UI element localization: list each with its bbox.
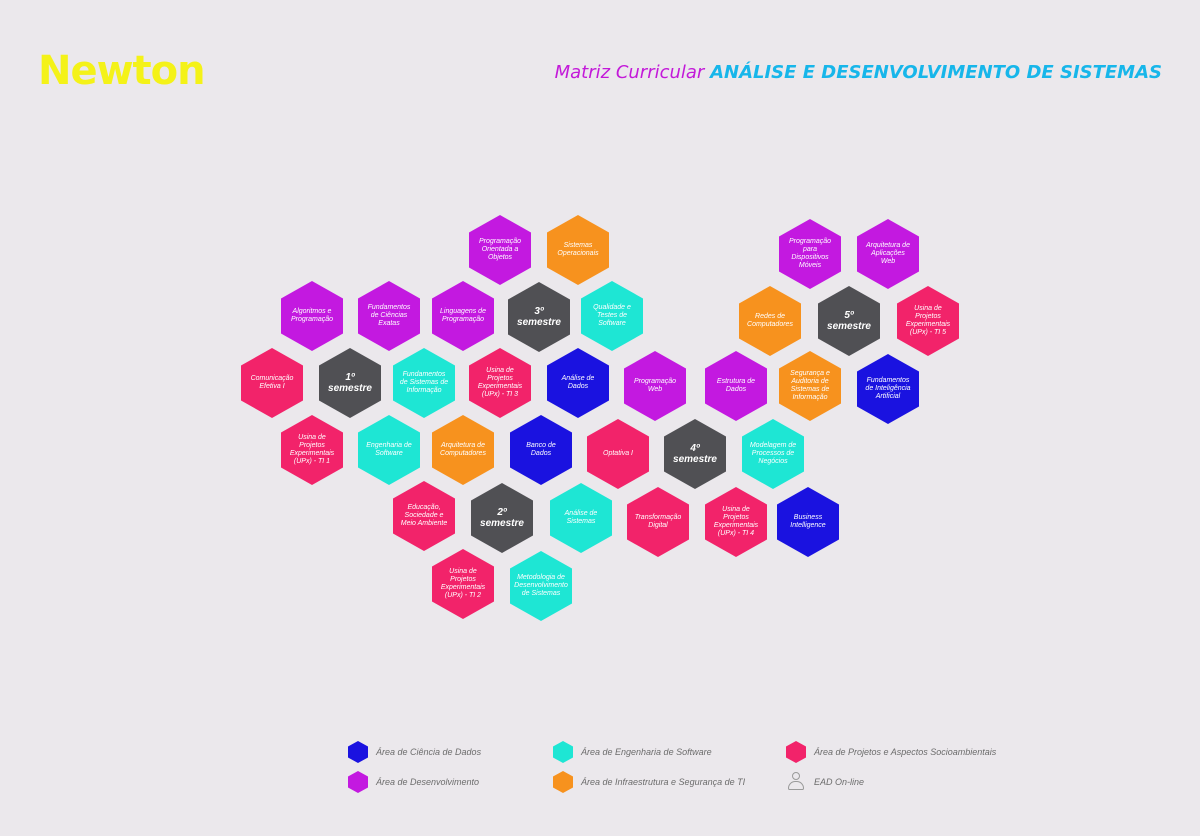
course-hex: Transformação Digital [627,487,689,557]
course-hex: Modelagem de Processos de Negócios [742,419,804,489]
semester-hex: 4º semestre [664,419,726,489]
course-hex: Análise de Sistemas [550,483,612,553]
course-hex: Engenharia de Software [358,415,420,485]
legend-label: Área de Infraestrutura e Segurança de TI [581,777,746,787]
course-hex: Estrutura de Dados [705,351,767,421]
course-hex: Usina de Projetos Experimentais (UPx) - … [432,549,494,619]
course-hex: Linguagens de Programação [432,281,494,351]
course-hex: Análise de Dados [547,348,609,418]
course-hex: Programação Web [624,351,686,421]
semester-hex: 5º semestre [818,286,880,356]
legend-swatch [348,741,368,763]
course-hex: Redes de Computadores [739,286,801,356]
course-hex: Educação, Sociedade e Meio Ambiente [393,481,455,551]
legend-item: Área de Ciência de Dados [348,741,481,763]
course-hex: Optativa I [587,419,649,489]
title-main: ANÁLISE E DESENVOLVIMENTO DE SISTEMAS [710,62,1162,83]
course-hex: Business Intelligence [777,487,839,557]
person-online-icon [786,771,806,793]
semester-hex: 3º semestre [508,282,570,352]
course-hex: Algoritmos e Programação [281,281,343,351]
legend-label: Área de Engenharia de Software [581,747,712,757]
legend-label: Área de Ciência de Dados [376,747,482,757]
course-hex: Fundamentos de Sistemas de Informação [393,348,455,418]
course-hex: Fundamentos de Inteligência Artificial [857,354,919,424]
legend-item: EAD On-line [786,771,864,793]
course-hex: Qualidade e Testes de Software [581,281,643,351]
course-hex: Arquitetura de Aplicações Web [857,219,919,289]
course-hex: Arquitetura de Computadores [432,415,494,485]
course-hex: Metodologia de Desenvolvimento de Sistem… [510,551,572,621]
legend-label: Área de Projetos e Aspectos Socioambient… [814,747,997,757]
legend-label: EAD On-line [814,777,865,787]
course-hex: Usina de Projetos Experimentais (UPx) - … [705,487,767,557]
semester-hex: 1º semestre [319,348,381,418]
legend-item: Área de Infraestrutura e Segurança de TI [553,771,745,793]
course-hex: Sistemas Operacionais [547,215,609,285]
newton-logo: Newton [38,48,206,94]
course-hex: Segurança e Auditoria de Sistemas de Inf… [779,351,841,421]
semester-hex: 2º semestre [471,483,533,553]
course-hex: Banco de Dados [510,415,572,485]
course-hex: Fundamentos de Ciências Exatas [358,281,420,351]
course-hex: Usina de Projetos Experimentais (UPx) - … [469,348,531,418]
course-hex: Comunicação Efetiva I [241,348,303,418]
legend-item: Área de Engenharia de Software [553,741,712,763]
course-hex: Programação Orientada a Objetos [469,215,531,285]
title-prefix: Matriz Curricular [554,62,705,83]
legend-swatch [786,741,806,763]
legend-item: Área de Desenvolvimento [348,771,479,793]
legend-swatch [553,741,573,763]
legend-swatch [348,771,368,793]
course-hex: Usina de Projetos Experimentais (UPx) - … [897,286,959,356]
page-title: Matriz Curricular ANÁLISE E DESENVOLVIME… [555,62,1162,83]
legend-swatch [553,771,573,793]
course-hex: Usina de Projetos Experimentais (UPx) - … [281,415,343,485]
legend-label: Área de Desenvolvimento [376,777,480,787]
legend-item: Área de Projetos e Aspectos Socioambient… [786,741,996,763]
course-hex: Programação para Dispositivos Móveis [779,219,841,289]
